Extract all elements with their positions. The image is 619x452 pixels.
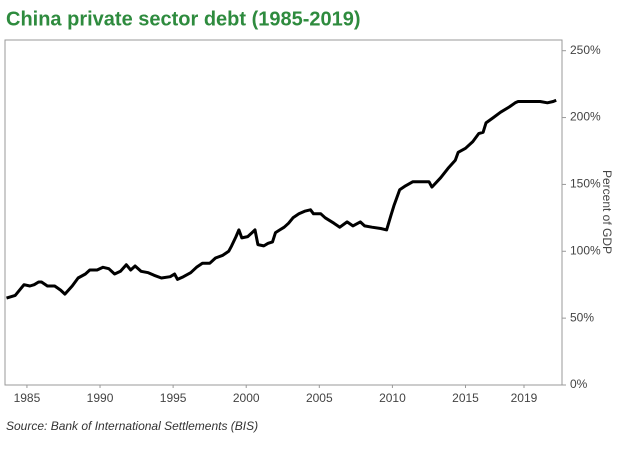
y-tick-label: 100% bbox=[570, 243, 601, 257]
x-tick-label: 1985 bbox=[14, 391, 41, 405]
x-tick-label: 1990 bbox=[87, 391, 114, 405]
y-tick-label: 50% bbox=[570, 310, 594, 324]
source-note: Source: Bank of International Settlement… bbox=[6, 419, 258, 433]
plot-frame bbox=[4, 39, 563, 386]
y-tick-label: 0% bbox=[570, 377, 588, 391]
y-axis-label: Percent of GDP bbox=[600, 170, 614, 254]
y-tick-label: 150% bbox=[570, 177, 601, 191]
data-line bbox=[6, 98, 557, 300]
x-tick-label: 2010 bbox=[379, 391, 406, 405]
x-tick-label: 2005 bbox=[306, 391, 333, 405]
x-tick-label: 2000 bbox=[233, 391, 260, 405]
x-tick-label: 2015 bbox=[452, 391, 479, 405]
y-tick-label: 200% bbox=[570, 110, 601, 124]
x-tick-label: 1995 bbox=[160, 391, 187, 405]
chart-title: China private sector debt (1985-2019) bbox=[6, 8, 361, 30]
x-tick-label: 2019 bbox=[511, 391, 538, 405]
y-tick-label: 250% bbox=[570, 43, 601, 57]
